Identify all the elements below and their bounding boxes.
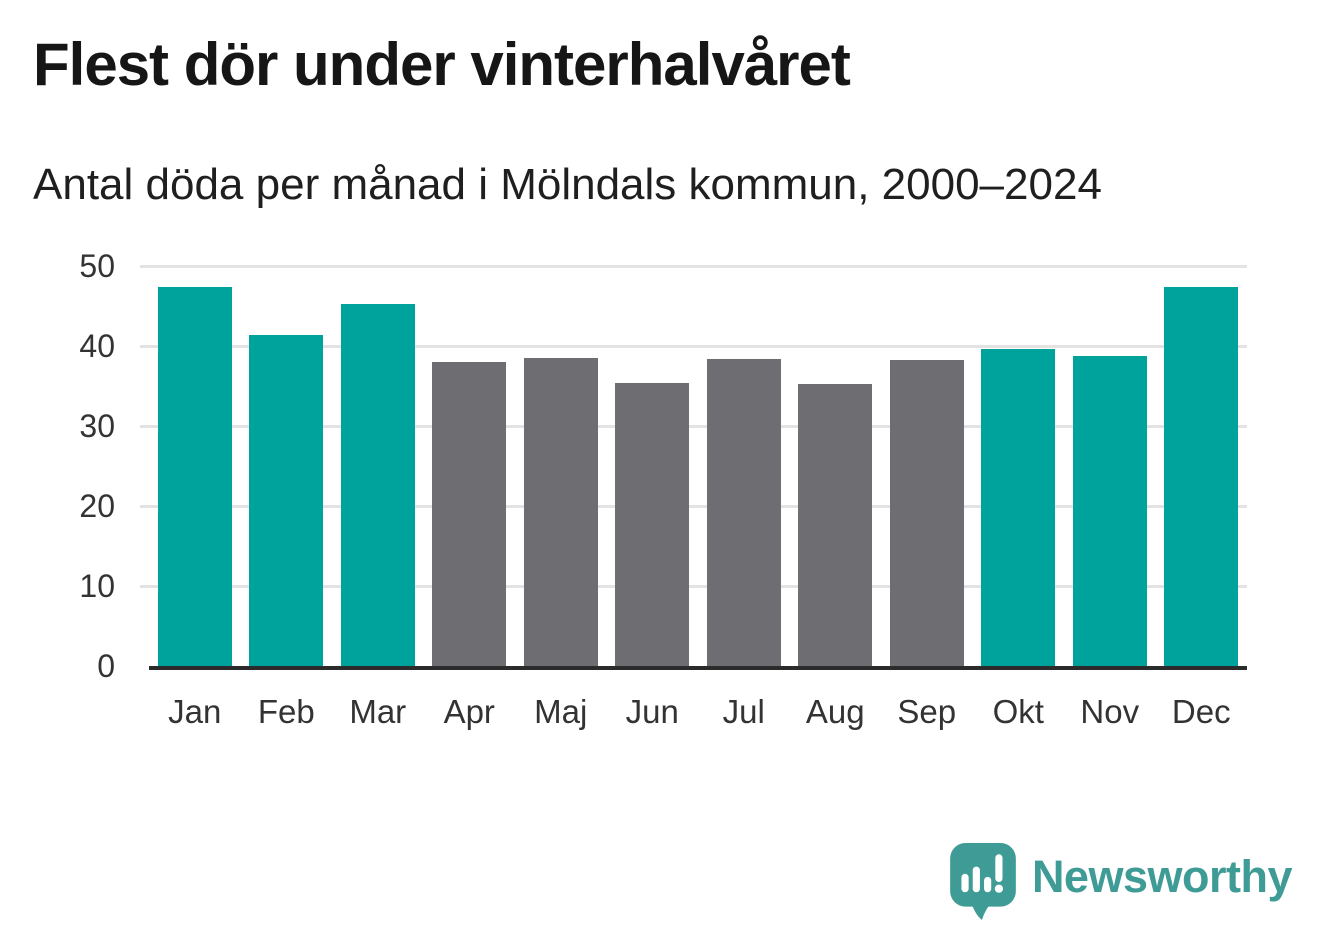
- bars-container: [149, 266, 1247, 666]
- x-axis-label-jul: Jul: [722, 693, 765, 730]
- bar-jul: [706, 358, 781, 666]
- bar-slot-sep: [881, 266, 973, 666]
- newsworthy-logo: Newsworthy: [950, 843, 1293, 921]
- bar-okt: [981, 349, 1056, 666]
- bar-slot-okt: [973, 266, 1065, 666]
- x-axis-labels: Jan Feb Mar Apr Maj Jun Jul Aug Sep Okt Nov Dec: [149, 692, 1247, 732]
- bar-slot-jul: [698, 266, 790, 666]
- bar-sep: [889, 360, 964, 666]
- plot-area: [140, 265, 1247, 670]
- x-axis-label-sep: Sep: [897, 693, 957, 730]
- bar-jan: [157, 286, 232, 666]
- x-axis-label-feb: Feb: [257, 693, 315, 730]
- bar-dec: [1164, 286, 1239, 666]
- bar-jun: [615, 382, 690, 666]
- y-tick-label-10: 10: [79, 568, 115, 604]
- x-axis-label-jan: Jan: [168, 693, 222, 730]
- gridline-20: [140, 505, 1247, 508]
- gridline-30: [140, 425, 1247, 428]
- bar-slot-dec: [1156, 266, 1248, 666]
- bar-slot-maj: [515, 266, 607, 666]
- x-axis-label-okt: Okt: [992, 693, 1044, 730]
- bar-slot-jun: [607, 266, 699, 666]
- x-axis-label-jun: Jun: [625, 693, 679, 730]
- gridline-40: [140, 345, 1247, 348]
- bar-nov: [1072, 355, 1147, 666]
- chart-title: Flest dör under vinterhalvåret: [33, 31, 851, 98]
- bar-maj: [523, 358, 598, 666]
- bar-slot-aug: [790, 266, 882, 666]
- y-tick-label-30: 30: [79, 408, 115, 444]
- chart-subtitle: Antal döda per månad i Mölndals kommun, …: [33, 160, 1102, 209]
- bar-slot-mar: [332, 266, 424, 666]
- newsworthy-wordmark: Newsworthy: [1031, 851, 1293, 902]
- bar-slot-feb: [241, 266, 333, 666]
- gridline-10: [140, 585, 1247, 588]
- bar-slot-apr: [424, 266, 516, 666]
- bar-aug: [798, 383, 873, 666]
- y-tick-label-0: 0: [97, 648, 115, 684]
- newsworthy-speech-bubble-chart-icon: [950, 843, 1016, 920]
- x-axis-label-nov: Nov: [1080, 693, 1140, 730]
- x-axis-label-mar: Mar: [349, 693, 407, 730]
- y-tick-label-20: 20: [79, 488, 115, 524]
- x-axis-label-dec: Dec: [1171, 693, 1231, 730]
- bar-feb: [249, 334, 324, 666]
- bar-apr: [432, 362, 507, 666]
- y-tick-label-40: 40: [79, 328, 115, 364]
- bar-slot-nov: [1064, 266, 1156, 666]
- x-axis-label-apr: Apr: [443, 693, 495, 730]
- gridline-50: [140, 265, 1247, 268]
- x-axis-label-maj: Maj: [534, 693, 588, 730]
- y-axis-labels: 0 10 20 30 40 50: [0, 250, 115, 682]
- x-axis-label-aug: Aug: [805, 693, 865, 730]
- bar-slot-jan: [149, 266, 241, 666]
- y-tick-label-50: 50: [79, 248, 115, 284]
- bar-mar: [340, 303, 415, 666]
